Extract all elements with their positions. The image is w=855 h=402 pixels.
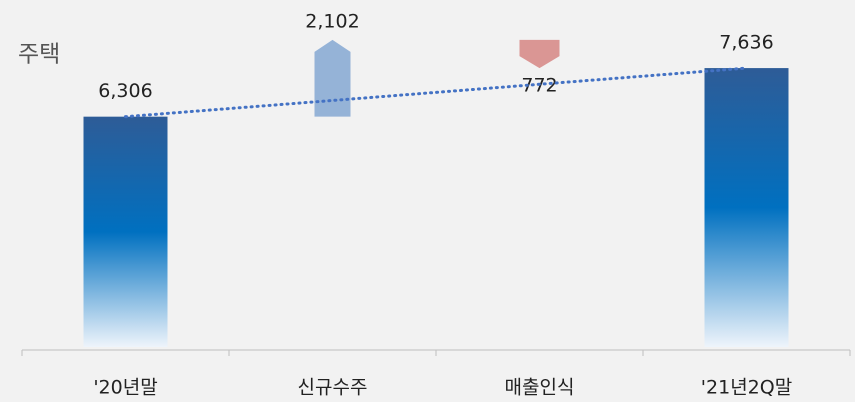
x-tick-label: '21년2Q말 bbox=[701, 377, 792, 399]
x-tick-label: '20년말 bbox=[93, 377, 157, 399]
bar bbox=[83, 116, 168, 347]
trend-line bbox=[124, 66, 748, 119]
value-label: 6,306 bbox=[98, 80, 152, 102]
decrease-arrow bbox=[519, 39, 560, 69]
increase-arrow bbox=[314, 39, 351, 117]
x-tick-label: 신규수주 bbox=[298, 377, 368, 399]
value-label: 7,636 bbox=[719, 32, 773, 54]
value-label: 2,102 bbox=[305, 10, 359, 32]
x-tick-label: 매출인식 bbox=[505, 377, 575, 399]
chart-title: 주택 bbox=[18, 42, 60, 68]
bar bbox=[704, 68, 789, 347]
